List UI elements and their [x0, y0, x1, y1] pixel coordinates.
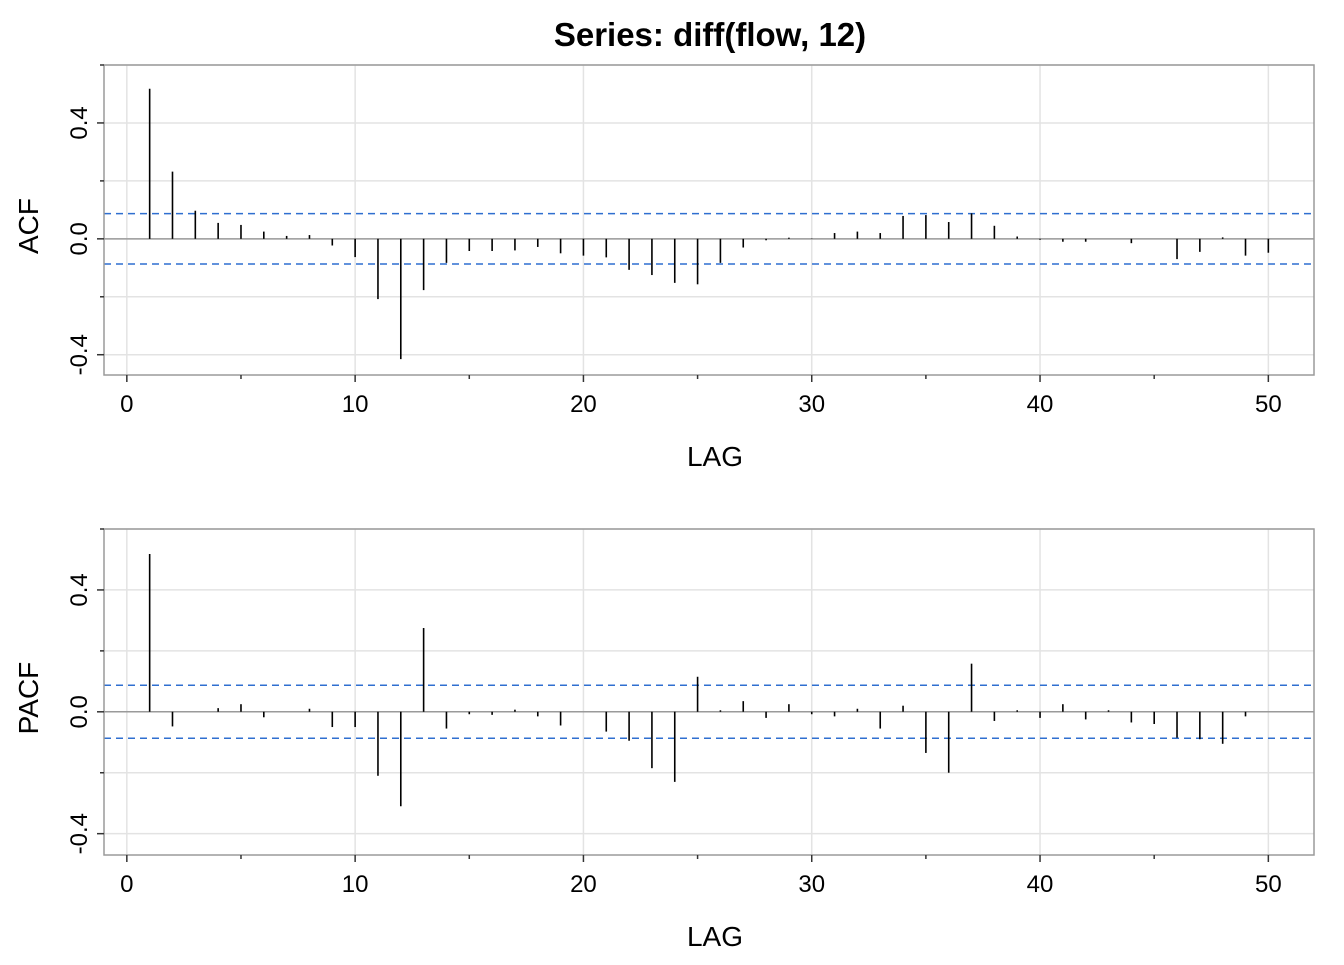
acf-panel: 0 10 20 30 40 50 -0.4 0.0 0.4 LAG ACF [13, 64, 1315, 472]
acf-x-tick-label: 30 [798, 391, 825, 418]
acf-y-tick-label: 0.4 [66, 106, 93, 139]
pacf-x-tick-label: 10 [342, 871, 369, 898]
acf-plot-background [104, 65, 1314, 375]
pacf-x-tick-label: 30 [798, 871, 825, 898]
pacf-x-tick-label: 0 [120, 871, 133, 898]
pacf-plot-border [103, 528, 1315, 856]
acf-x-tick-label: 50 [1255, 391, 1282, 418]
chart-title: Series: diff(flow, 12) [554, 16, 866, 53]
pacf-x-tick-label: 40 [1027, 871, 1054, 898]
pacf-y-tick-label: 0.0 [66, 695, 93, 728]
pacf-y-tick-label: -0.4 [66, 813, 93, 854]
acf-x-tick-label: 40 [1027, 391, 1054, 418]
acf-plot-border [103, 64, 1315, 376]
acf-x-tick-label: 10 [342, 391, 369, 418]
pacf-x-axis-label: LAG [687, 921, 743, 952]
pacf-plot-background [104, 529, 1314, 855]
pacf-panel: 0 10 20 30 40 50 -0.4 0.0 0.4 LAG PACF [13, 528, 1315, 952]
pacf-x-tick-label: 50 [1255, 871, 1282, 898]
acf-y-tick-label: 0.0 [66, 222, 93, 255]
acf-y-axis-label: ACF [13, 198, 44, 254]
acf-x-axis-label: LAG [687, 441, 743, 472]
pacf-y-axis-label: PACF [13, 662, 44, 735]
acf-y-tick-label: -0.4 [66, 334, 93, 375]
pacf-x-tick-label: 20 [570, 871, 597, 898]
acf-x-tick-label: 0 [120, 391, 133, 418]
pacf-y-tick-label: 0.4 [66, 573, 93, 606]
acf-x-tick-label: 20 [570, 391, 597, 418]
